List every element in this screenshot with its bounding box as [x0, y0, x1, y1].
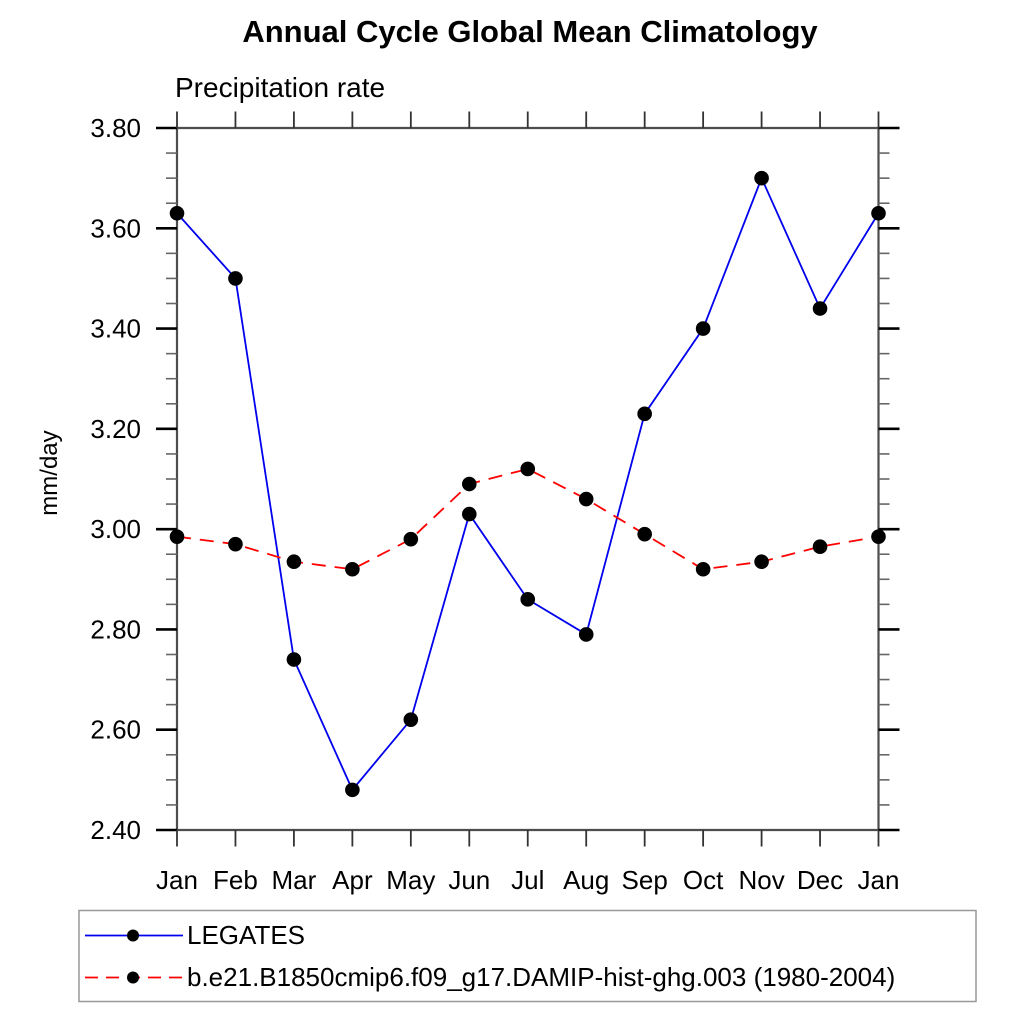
legend: LEGATES b.e21.B1850cmip6.f09_g17.DAMIP-h…	[78, 909, 977, 1003]
x-axis-tick-label: Aug	[563, 865, 609, 895]
series	[169, 170, 886, 798]
data-point-s0-Jul	[520, 592, 536, 607]
y-axis-tick-label: 3.60	[90, 213, 141, 243]
axes	[156, 111, 900, 847]
legend-marker-dot	[127, 929, 139, 942]
data-point-s0-May	[403, 712, 419, 727]
data-point-s1-Nov	[754, 554, 769, 570]
y-axis-tick-label: 2.60	[90, 715, 141, 745]
x-axis-tick-label: Jan	[156, 865, 198, 895]
legend-row-legates: LEGATES	[85, 920, 305, 950]
series-line-1	[176, 468, 879, 571]
data-point-s1-Sep	[637, 526, 652, 542]
y-axis-tick-label: 2.80	[90, 614, 141, 644]
x-axis-tick-label: Jul	[511, 865, 544, 895]
chart-title: Annual Cycle Global Mean Climatology	[242, 14, 818, 49]
data-point-s1-Jun	[461, 476, 477, 492]
data-point-s1-Mar	[286, 554, 302, 570]
legend-marker-dot	[127, 971, 139, 984]
legend-label-legates: LEGATES	[187, 920, 305, 950]
data-point-s0-Mar	[286, 652, 302, 667]
data-point-s1-Jan	[169, 529, 185, 544]
y-axis-tick-label: 3.00	[90, 514, 141, 544]
chart-subtitle: Precipitation rate	[175, 72, 385, 103]
x-axis-tick-label: Dec	[797, 865, 843, 895]
data-point-s1-Oct	[695, 561, 711, 577]
x-axis-tick-label: Jun	[448, 865, 490, 895]
legend-box	[78, 909, 977, 1003]
y-axis-label: mm/day	[36, 430, 63, 515]
legend-row-model: b.e21.B1850cmip6.f09_g17.DAMIP-hist-ghg.…	[85, 962, 895, 992]
tick-labels: 2.40 2.60 2.80 3.00 3.20 3.40 3.60 3.80 Jan Feb Ma…	[90, 113, 899, 895]
data-point-s0-Jun	[461, 506, 477, 522]
x-axis-tick-label: Apr	[332, 865, 373, 895]
series-line-0	[176, 175, 880, 792]
y-axis-tick-label: 3.40	[90, 314, 141, 344]
x-axis-tick-label: Mar	[272, 865, 317, 895]
data-point-s1-Aug	[578, 491, 594, 507]
x-axis-tick-label: Nov	[738, 865, 784, 895]
x-axis-tick-label: May	[386, 865, 435, 895]
data-point-s0-Feb	[228, 271, 243, 286]
data-point-s1-Dec	[812, 539, 828, 554]
data-point-s0-Sep	[637, 406, 652, 422]
data-point-s0-Jan	[871, 205, 886, 221]
data-point-s0-Oct	[695, 321, 711, 336]
data-point-s0-Apr	[345, 782, 360, 798]
data-point-s1-Jan	[871, 529, 886, 544]
legend-label-model: b.e21.B1850cmip6.f09_g17.DAMIP-hist-ghg.…	[187, 962, 895, 992]
data-point-s0-Dec	[812, 301, 828, 316]
data-point-s0-Aug	[578, 627, 594, 642]
y-axis-tick-label: 3.20	[90, 414, 141, 444]
data-point-s1-Jul	[520, 461, 536, 477]
data-point-s0-Jan	[169, 205, 185, 221]
x-axis-tick-label: Sep	[622, 865, 668, 895]
x-axis-tick-label: Feb	[213, 865, 258, 895]
data-point-s1-Feb	[228, 536, 243, 552]
x-axis-tick-label: Oct	[683, 865, 724, 895]
y-axis-tick-label: 2.40	[90, 815, 141, 845]
y-axis-tick-label: 3.80	[90, 113, 141, 143]
data-point-s1-May	[403, 531, 419, 547]
data-point-s1-Apr	[345, 561, 360, 577]
data-point-s0-Nov	[754, 170, 769, 186]
x-axis-tick-label: Jan	[858, 865, 900, 895]
